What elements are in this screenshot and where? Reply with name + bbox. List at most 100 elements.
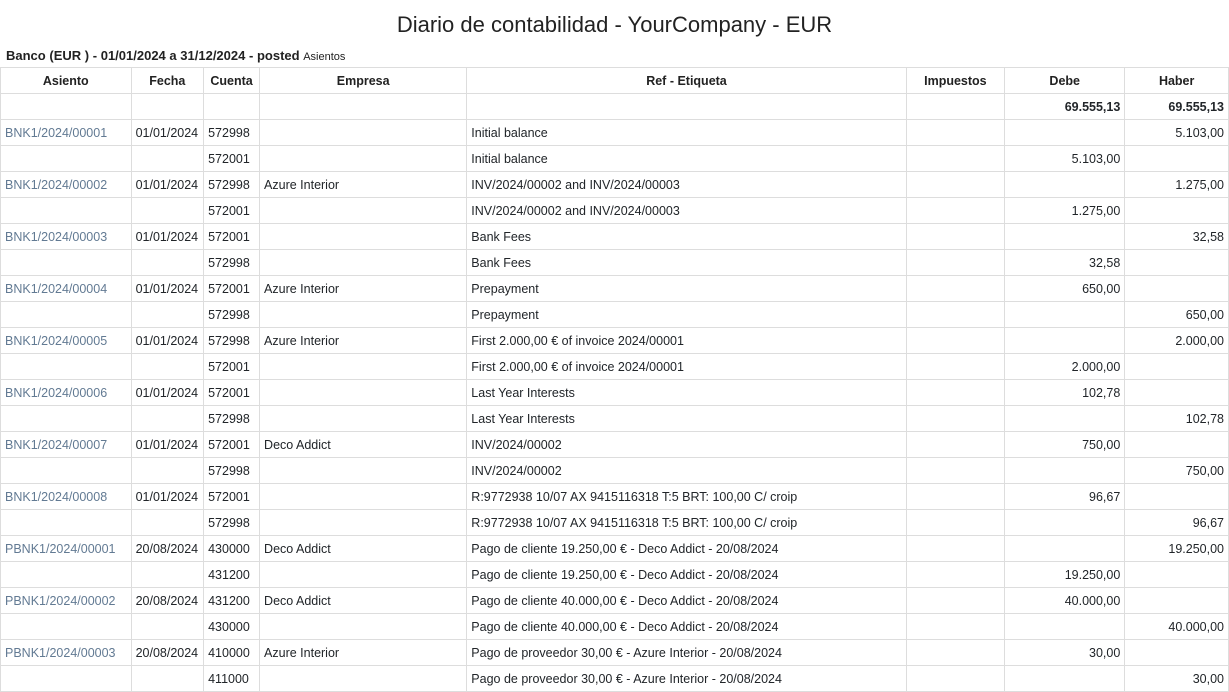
col-asiento-header: Asiento bbox=[1, 68, 132, 94]
cell-haber bbox=[1125, 380, 1229, 406]
journal-table: Asiento Fecha Cuenta Empresa Ref - Etiqu… bbox=[0, 67, 1229, 692]
sep-1: - bbox=[93, 48, 97, 63]
cell-asiento bbox=[1, 458, 132, 484]
cell-impuestos bbox=[906, 354, 1004, 380]
cell-impuestos bbox=[906, 640, 1004, 666]
cell-debe bbox=[1005, 666, 1125, 692]
cell-impuestos bbox=[906, 406, 1004, 432]
state: posted bbox=[257, 48, 300, 63]
cell-fecha bbox=[131, 302, 204, 328]
entry-link[interactable]: BNK1/2024/00005 bbox=[5, 334, 107, 348]
table-row: 572998INV/2024/00002750,00 bbox=[1, 458, 1229, 484]
cell-ref: Pago de proveedor 30,00 € - Azure Interi… bbox=[467, 640, 906, 666]
cell-ref: Prepayment bbox=[467, 276, 906, 302]
cell-haber bbox=[1125, 354, 1229, 380]
cell-debe bbox=[1005, 328, 1125, 354]
totals-asiento bbox=[1, 94, 132, 120]
totals-ref bbox=[467, 94, 906, 120]
cell-fecha bbox=[131, 250, 204, 276]
cell-debe: 102,78 bbox=[1005, 380, 1125, 406]
cell-fecha bbox=[131, 354, 204, 380]
table-header-row: Asiento Fecha Cuenta Empresa Ref - Etiqu… bbox=[1, 68, 1229, 94]
cell-empresa: Azure Interior bbox=[260, 172, 467, 198]
cell-asiento[interactable]: BNK1/2024/00008 bbox=[1, 484, 132, 510]
cell-fecha bbox=[131, 458, 204, 484]
cell-debe bbox=[1005, 536, 1125, 562]
cell-ref: R:9772938 10/07 AX 9415116318 T:5 BRT: 1… bbox=[467, 510, 906, 536]
cell-ref: Initial balance bbox=[467, 146, 906, 172]
cell-haber bbox=[1125, 484, 1229, 510]
entry-link[interactable]: BNK1/2024/00002 bbox=[5, 178, 107, 192]
cell-impuestos bbox=[906, 250, 1004, 276]
col-ref-header: Ref - Etiqueta bbox=[467, 68, 906, 94]
table-row: BNK1/2024/0000201/01/2024572998Azure Int… bbox=[1, 172, 1229, 198]
page-title: Diario de contabilidad - YourCompany - E… bbox=[0, 12, 1229, 38]
table-row: BNK1/2024/0000601/01/2024572001Last Year… bbox=[1, 380, 1229, 406]
entries-label: Asientos bbox=[303, 51, 345, 63]
cell-asiento[interactable]: BNK1/2024/00002 bbox=[1, 172, 132, 198]
table-row: PBNK1/2024/0000220/08/2024431200Deco Add… bbox=[1, 588, 1229, 614]
entry-link[interactable]: BNK1/2024/00008 bbox=[5, 490, 107, 504]
cell-impuestos bbox=[906, 172, 1004, 198]
cell-asiento bbox=[1, 562, 132, 588]
cell-debe: 1.275,00 bbox=[1005, 198, 1125, 224]
table-row: BNK1/2024/0000501/01/2024572998Azure Int… bbox=[1, 328, 1229, 354]
cell-impuestos bbox=[906, 458, 1004, 484]
totals-haber: 69.555,13 bbox=[1125, 94, 1229, 120]
cell-asiento[interactable]: PBNK1/2024/00003 bbox=[1, 640, 132, 666]
cell-empresa: Deco Addict bbox=[260, 588, 467, 614]
cell-asiento[interactable]: BNK1/2024/00001 bbox=[1, 120, 132, 146]
cell-empresa bbox=[260, 120, 467, 146]
col-empresa-header: Empresa bbox=[260, 68, 467, 94]
cell-cuenta: 572998 bbox=[204, 250, 260, 276]
cell-empresa bbox=[260, 406, 467, 432]
journal-body: 69.555,13 69.555,13 BNK1/2024/0000101/01… bbox=[1, 94, 1229, 692]
entry-link[interactable]: BNK1/2024/00006 bbox=[5, 386, 107, 400]
cell-ref: Pago de cliente 40.000,00 € - Deco Addic… bbox=[467, 614, 906, 640]
entry-link[interactable]: BNK1/2024/00004 bbox=[5, 282, 107, 296]
cell-ref: Last Year Interests bbox=[467, 380, 906, 406]
cell-asiento[interactable]: PBNK1/2024/00001 bbox=[1, 536, 132, 562]
report-page: Diario de contabilidad - YourCompany - E… bbox=[0, 12, 1229, 692]
cell-asiento[interactable]: PBNK1/2024/00002 bbox=[1, 588, 132, 614]
cell-asiento[interactable]: BNK1/2024/00004 bbox=[1, 276, 132, 302]
cell-debe: 750,00 bbox=[1005, 432, 1125, 458]
cell-empresa bbox=[260, 614, 467, 640]
cell-empresa bbox=[260, 562, 467, 588]
table-row: 411000Pago de proveedor 30,00 € - Azure … bbox=[1, 666, 1229, 692]
cell-ref: Prepayment bbox=[467, 302, 906, 328]
cell-asiento bbox=[1, 198, 132, 224]
entry-link[interactable]: PBNK1/2024/00003 bbox=[5, 646, 116, 660]
cell-impuestos bbox=[906, 666, 1004, 692]
entry-link[interactable]: BNK1/2024/00007 bbox=[5, 438, 107, 452]
cell-fecha: 20/08/2024 bbox=[131, 640, 204, 666]
cell-cuenta: 430000 bbox=[204, 614, 260, 640]
cell-empresa: Deco Addict bbox=[260, 536, 467, 562]
cell-haber: 1.275,00 bbox=[1125, 172, 1229, 198]
cell-asiento[interactable]: BNK1/2024/00006 bbox=[1, 380, 132, 406]
table-row: 572998Bank Fees32,58 bbox=[1, 250, 1229, 276]
cell-asiento[interactable]: BNK1/2024/00003 bbox=[1, 224, 132, 250]
cell-cuenta: 572001 bbox=[204, 380, 260, 406]
cell-haber: 96,67 bbox=[1125, 510, 1229, 536]
cell-debe bbox=[1005, 302, 1125, 328]
cell-haber: 19.250,00 bbox=[1125, 536, 1229, 562]
cell-asiento bbox=[1, 510, 132, 536]
cell-ref: Bank Fees bbox=[467, 224, 906, 250]
entry-link[interactable]: BNK1/2024/00003 bbox=[5, 230, 107, 244]
cell-cuenta: 572001 bbox=[204, 224, 260, 250]
cell-debe bbox=[1005, 406, 1125, 432]
cell-asiento[interactable]: BNK1/2024/00007 bbox=[1, 432, 132, 458]
cell-haber: 40.000,00 bbox=[1125, 614, 1229, 640]
entry-link[interactable]: PBNK1/2024/00002 bbox=[5, 594, 116, 608]
cell-asiento[interactable]: BNK1/2024/00005 bbox=[1, 328, 132, 354]
cell-debe bbox=[1005, 614, 1125, 640]
cell-debe: 19.250,00 bbox=[1005, 562, 1125, 588]
cell-fecha bbox=[131, 406, 204, 432]
cell-cuenta: 572001 bbox=[204, 276, 260, 302]
table-row: 572998Prepayment650,00 bbox=[1, 302, 1229, 328]
entry-link[interactable]: PBNK1/2024/00001 bbox=[5, 542, 116, 556]
table-row: PBNK1/2024/0000120/08/2024430000Deco Add… bbox=[1, 536, 1229, 562]
cell-haber bbox=[1125, 640, 1229, 666]
entry-link[interactable]: BNK1/2024/00001 bbox=[5, 126, 107, 140]
